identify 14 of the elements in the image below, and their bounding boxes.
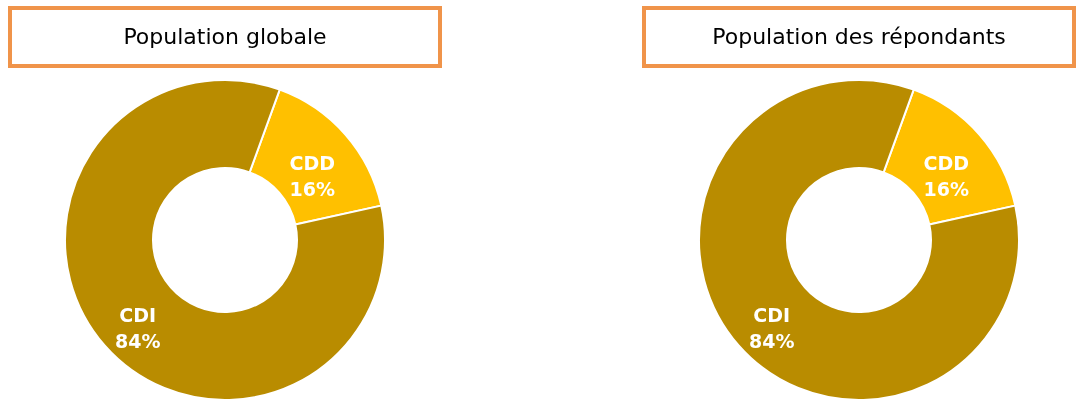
donut-slice [698,79,1020,401]
donut-slice [882,88,1017,226]
data-label: 84% [114,330,161,353]
slice-label: CDI [753,304,791,327]
chart-title: Population des répondants [712,24,1006,49]
data-label: 84% [748,330,795,353]
data-label: 16% [289,177,336,200]
data-label: 16% [923,177,970,200]
slice-label: CDD [289,151,336,174]
slice-label: CDI [119,304,157,327]
chart-title: Population globale [123,24,327,49]
donut-slice [64,79,386,401]
slice-label: CDD [923,151,970,174]
donut-slice [248,88,383,226]
